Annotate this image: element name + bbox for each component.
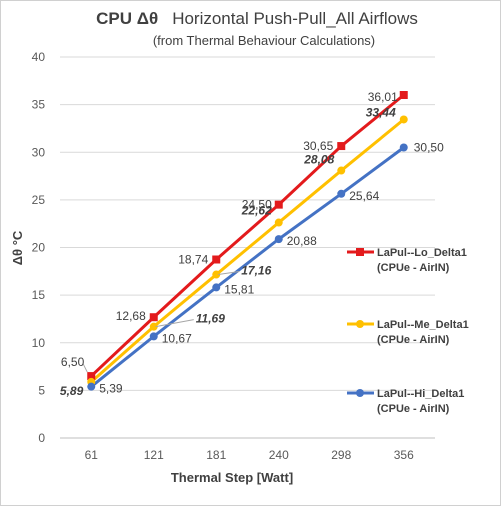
- legend-marker: [356, 320, 364, 328]
- x-tick-label: 240: [269, 448, 289, 462]
- x-tick-label: 121: [144, 448, 164, 462]
- data-point: [212, 283, 221, 292]
- data-label: 10,67: [162, 331, 192, 345]
- data-point: [87, 372, 96, 381]
- legend-sublabel: (CPUe - AirIN): [377, 403, 450, 415]
- series-line: [90, 118, 405, 384]
- data-point: [212, 270, 221, 279]
- series-line: [90, 146, 405, 388]
- data-point: [149, 313, 158, 322]
- series-lines: [90, 93, 405, 388]
- series-line: [90, 93, 405, 378]
- x-axis-tick-labels: 61 121 181 240 298 356: [85, 448, 415, 462]
- data-label: 25,64: [349, 189, 379, 203]
- x-axis-title: Thermal Step [Watt]: [171, 470, 293, 485]
- y-axis-tick-labels: 0 5 10 15 20 25 30 35 40: [32, 50, 46, 445]
- chart-title: CPU Δθ Horizontal Push-Pull_All Airflows: [96, 9, 418, 28]
- data-label: 6,50: [61, 355, 85, 369]
- data-label: 33,44: [366, 105, 396, 119]
- label-leader-line: [82, 363, 88, 373]
- y-tick-label: 15: [32, 288, 46, 302]
- data-label: 11,69: [196, 312, 225, 326]
- label-leader-line: [155, 319, 194, 328]
- data-label: 17,16: [241, 264, 271, 278]
- data-label: 28,08: [303, 153, 334, 167]
- y-axis-title: Δθ °C: [10, 230, 25, 265]
- label-leader-line: [218, 271, 240, 276]
- legend-label: LaPul--Lo_Delta1: [377, 247, 467, 259]
- data-point: [399, 143, 408, 152]
- data-point: [337, 189, 346, 198]
- x-tick-label: 181: [206, 448, 226, 462]
- data-point: [274, 218, 283, 227]
- legend-sublabel: (CPUe - AirIN): [377, 334, 450, 346]
- data-label: 30,50: [414, 140, 444, 154]
- legend-marker: [356, 248, 364, 256]
- data-label: 15,81: [224, 282, 254, 296]
- chart-subtitle: (from Thermal Behaviour Calculations): [153, 33, 375, 48]
- data-point: [399, 115, 408, 124]
- legend-label: LaPul--Hi_Delta1: [377, 388, 464, 400]
- data-point: [149, 332, 158, 341]
- data-label: 5,39: [99, 382, 123, 396]
- y-tick-label: 0: [38, 431, 45, 445]
- legend: LaPul--Lo_Delta1 (CPUe - AirIN) LaPul--Me_…: [347, 247, 469, 415]
- data-point: [337, 166, 346, 175]
- legend-label: LaPul--Me_Delta1: [377, 319, 469, 331]
- data-point: [274, 200, 283, 209]
- y-tick-label: 20: [32, 241, 46, 255]
- y-tick-label: 5: [38, 383, 45, 397]
- data-label: 30,65: [303, 139, 333, 153]
- series-markers: [87, 91, 408, 391]
- data-point: [399, 91, 408, 100]
- y-tick-label: 40: [32, 50, 46, 64]
- legend-sublabel: (CPUe - AirIN): [377, 262, 450, 274]
- data-label: 36,01: [368, 90, 398, 104]
- y-tick-label: 30: [32, 145, 46, 159]
- data-point: [337, 142, 346, 151]
- y-tick-label: 35: [32, 98, 46, 112]
- data-label: 20,88: [287, 234, 317, 248]
- x-tick-label: 298: [331, 448, 351, 462]
- y-tick-label: 25: [32, 193, 46, 207]
- data-label: 24,50: [242, 198, 272, 212]
- legend-marker: [356, 389, 364, 397]
- data-labels: 6,50 12,68 18,74 24,50 30,65 36,01 5,89 11,69 17…: [60, 90, 444, 398]
- gridlines: [60, 56, 435, 439]
- x-tick-label: 61: [85, 448, 99, 462]
- data-point: [212, 255, 221, 264]
- data-point: [274, 235, 283, 244]
- y-tick-label: 10: [32, 336, 46, 350]
- data-label: 22,62: [241, 204, 272, 218]
- data-point: [87, 382, 96, 391]
- x-tick-label: 356: [394, 448, 414, 462]
- data-label: 12,68: [116, 309, 146, 323]
- data-point: [149, 322, 158, 331]
- data-label: 5,89: [60, 384, 84, 398]
- data-label: 18,74: [178, 253, 208, 267]
